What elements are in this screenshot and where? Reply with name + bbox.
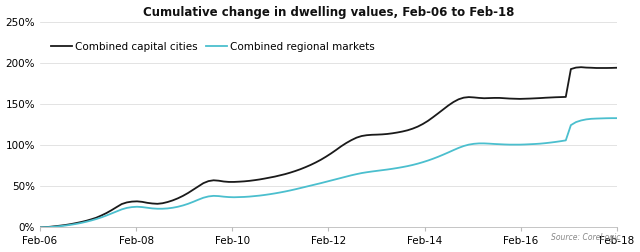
Combined capital cities (195, 185, 202, 188)
Combined capital cities (409, 127, 417, 130)
Combined capital cities (36, 226, 44, 229)
Combined capital cities (475, 97, 483, 100)
Combined regional markets (260, 194, 268, 197)
Combined regional markets (36, 226, 44, 229)
Combined capital cities (102, 212, 110, 215)
Combined regional markets (200, 196, 207, 199)
Combined regional markets (475, 142, 483, 145)
Combined regional markets (195, 198, 202, 201)
Title: Cumulative change in dwelling values, Feb-06 to Feb-18: Cumulative change in dwelling values, Fe… (143, 6, 514, 19)
Combined capital cities (577, 66, 585, 69)
Combined regional markets (613, 117, 621, 120)
Text: Source: CoreLogic: Source: CoreLogic (551, 233, 621, 242)
Combined capital cities (200, 182, 207, 185)
Combined regional markets (608, 117, 616, 120)
Combined regional markets (409, 164, 417, 167)
Legend: Combined capital cities, Combined regional markets: Combined capital cities, Combined region… (51, 42, 374, 52)
Combined regional markets (102, 214, 110, 217)
Combined capital cities (260, 177, 268, 180)
Combined capital cities (613, 66, 621, 69)
Line: Combined regional markets: Combined regional markets (40, 118, 617, 227)
Line: Combined capital cities: Combined capital cities (40, 67, 617, 227)
